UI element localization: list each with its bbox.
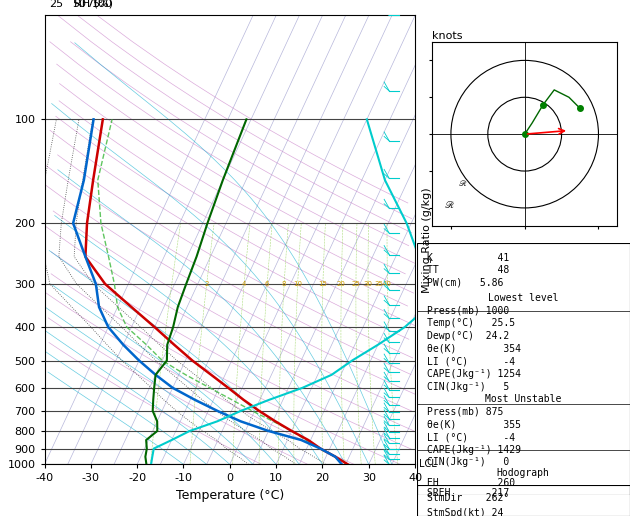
Text: Press(mb) 875: Press(mb) 875 [427,407,504,417]
Text: CAPE(Jkg⁻¹) 1254: CAPE(Jkg⁻¹) 1254 [427,369,522,379]
Text: LCL: LCL [418,459,436,470]
Text: 40: 40 [383,281,392,287]
Text: LI (°C)      -4: LI (°C) -4 [427,356,515,366]
Text: 25: 25 [352,281,361,287]
Text: CAPE(Jkg⁻¹) 1429: CAPE(Jkg⁻¹) 1429 [427,445,522,455]
Text: $\mathscr{R}$: $\mathscr{R}$ [459,179,467,188]
Text: $\mathscr{R}$: $\mathscr{R}$ [443,200,454,210]
Text: 25: 25 [50,0,64,8]
Text: 30: 30 [364,281,373,287]
X-axis label: Temperature (°C): Temperature (°C) [176,489,284,502]
Text: Hodograph: Hodograph [497,467,550,477]
Text: θe(K)        354: θe(K) 354 [427,344,522,353]
Text: Lowest level: Lowest level [488,293,558,303]
Text: TT          48: TT 48 [427,265,509,275]
Text: 6: 6 [265,281,270,287]
Text: θe(K)        355: θe(K) 355 [427,420,522,429]
Text: Temp(°C)   25.5: Temp(°C) 25.5 [427,318,515,328]
Text: LI (°C)      -4: LI (°C) -4 [427,432,515,442]
Text: K           41: K 41 [427,253,509,263]
Text: Dewp(°C)  24.2: Dewp(°C) 24.2 [427,331,509,341]
Text: CIN(Jkg⁻¹)   5: CIN(Jkg⁻¹) 5 [427,382,509,392]
Text: knots: knots [432,31,463,41]
Text: StmSpd(kt) 24: StmSpd(kt) 24 [427,508,504,516]
Text: 100: 100 [92,0,113,8]
Text: Most Unstable: Most Unstable [485,394,562,404]
Text: 2: 2 [205,281,209,287]
Text: 35: 35 [374,281,383,287]
Text: 20: 20 [337,281,346,287]
Text: 8: 8 [282,281,286,287]
Text: 50: 50 [72,0,86,8]
Text: SREH       217: SREH 217 [427,488,509,498]
Text: PW(cm)   5.86: PW(cm) 5.86 [427,278,504,288]
Text: 10: 10 [293,281,302,287]
Text: RH (%): RH (%) [74,0,113,8]
Text: CIN(Jkg⁻¹)   0: CIN(Jkg⁻¹) 0 [427,457,509,467]
Text: Press(mb) 1000: Press(mb) 1000 [427,305,509,316]
Text: StmDir    262°: StmDir 262° [427,493,509,503]
Text: 4: 4 [242,281,246,287]
Y-axis label: Pressure (mb): Pressure (mb) [0,197,2,283]
Text: 15: 15 [319,281,328,287]
Text: Mixing Ratio (g/kg): Mixing Ratio (g/kg) [422,187,432,293]
Text: EH          260: EH 260 [427,478,515,488]
Text: 75: 75 [86,0,100,8]
